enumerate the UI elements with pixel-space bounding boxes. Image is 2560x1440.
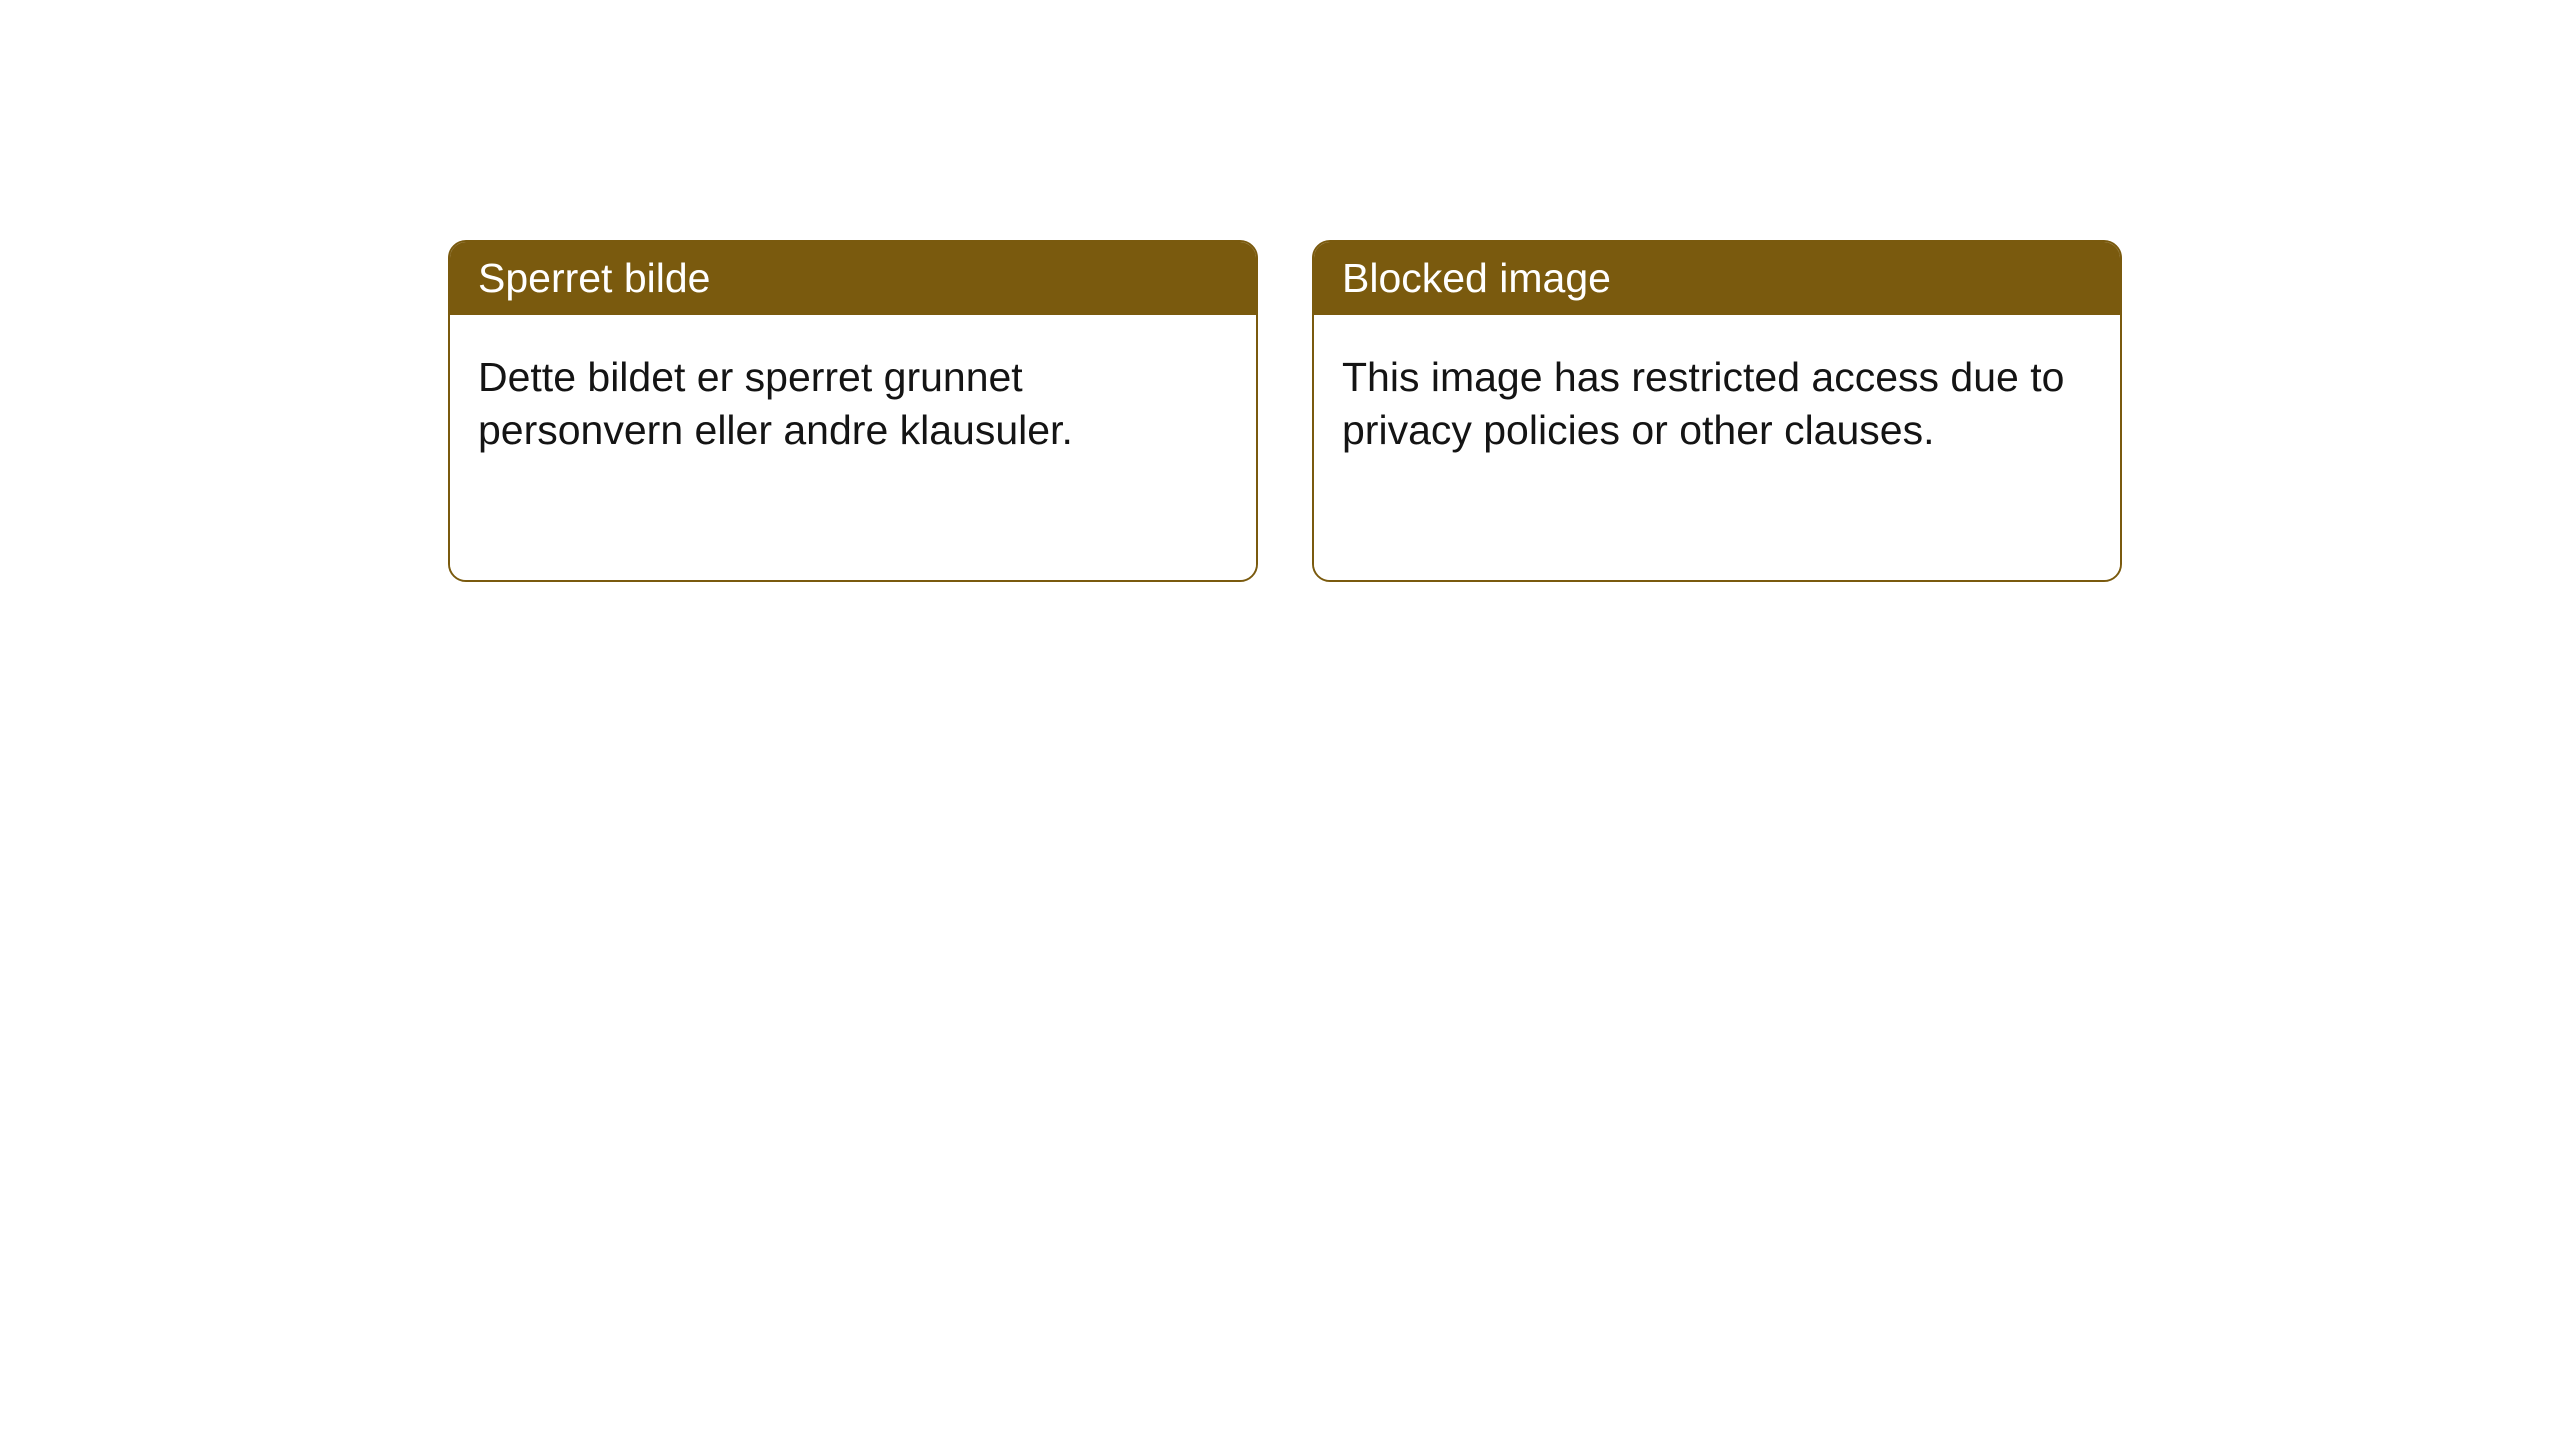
card-body-norwegian: Dette bildet er sperret grunnet personve… — [450, 315, 1256, 580]
card-body-english: This image has restricted access due to … — [1314, 315, 2120, 580]
blocked-image-card-norwegian: Sperret bilde Dette bildet er sperret gr… — [448, 240, 1258, 582]
card-header-english: Blocked image — [1314, 242, 2120, 315]
blocked-image-card-english: Blocked image This image has restricted … — [1312, 240, 2122, 582]
card-header-norwegian: Sperret bilde — [450, 242, 1256, 315]
blocked-image-cards: Sperret bilde Dette bildet er sperret gr… — [0, 0, 2560, 582]
